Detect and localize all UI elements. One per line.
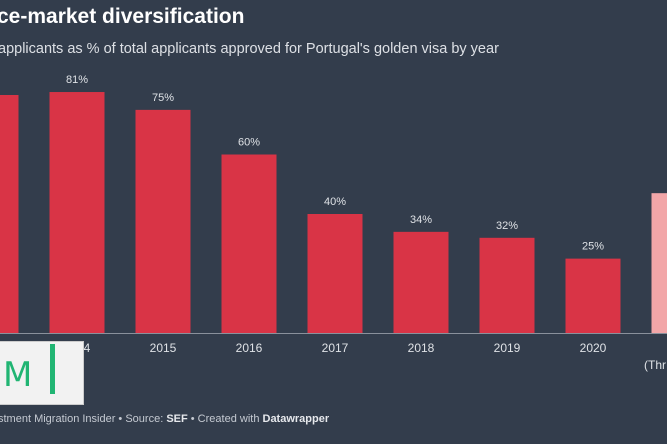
footer-credit: stment Migration Insider • Source: bbox=[0, 413, 167, 425]
data-label: 60% bbox=[238, 137, 260, 149]
bar bbox=[565, 258, 621, 333]
footer-tool[interactable]: Datawrapper bbox=[262, 413, 330, 425]
bar bbox=[0, 95, 19, 333]
footer-source: SEF bbox=[166, 413, 188, 425]
bar bbox=[393, 231, 449, 333]
data-label: 40% bbox=[324, 196, 346, 208]
bar bbox=[307, 214, 363, 333]
data-label: 81% bbox=[66, 74, 88, 86]
x-tick-label: 2019 bbox=[494, 341, 521, 355]
bar bbox=[49, 92, 105, 334]
data-label: 25% bbox=[582, 241, 604, 253]
footer-created: • Created with bbox=[187, 413, 263, 425]
bar bbox=[651, 193, 667, 333]
x-tick-label: 2017 bbox=[322, 341, 349, 355]
data-label: 75% bbox=[152, 92, 174, 104]
bar bbox=[479, 237, 535, 333]
x-tick-label: 2016 bbox=[236, 341, 263, 355]
x-tick-label: 2015 bbox=[150, 341, 177, 355]
data-label: 32% bbox=[496, 220, 518, 232]
chart-subtitle: applicants as % of total applicants appr… bbox=[0, 41, 499, 57]
x-tick-label: 2018 bbox=[408, 341, 435, 355]
bar bbox=[221, 154, 277, 333]
x-tick-label: (Thr bbox=[644, 358, 666, 372]
chart-title: ce-market diversification bbox=[0, 5, 245, 28]
footer: stment Migration Insider • Source: SEF •… bbox=[0, 413, 329, 425]
bar bbox=[135, 109, 191, 333]
data-label: 34% bbox=[410, 214, 432, 226]
x-tick-label: 2020 bbox=[580, 341, 607, 355]
logo: M bbox=[0, 341, 84, 405]
